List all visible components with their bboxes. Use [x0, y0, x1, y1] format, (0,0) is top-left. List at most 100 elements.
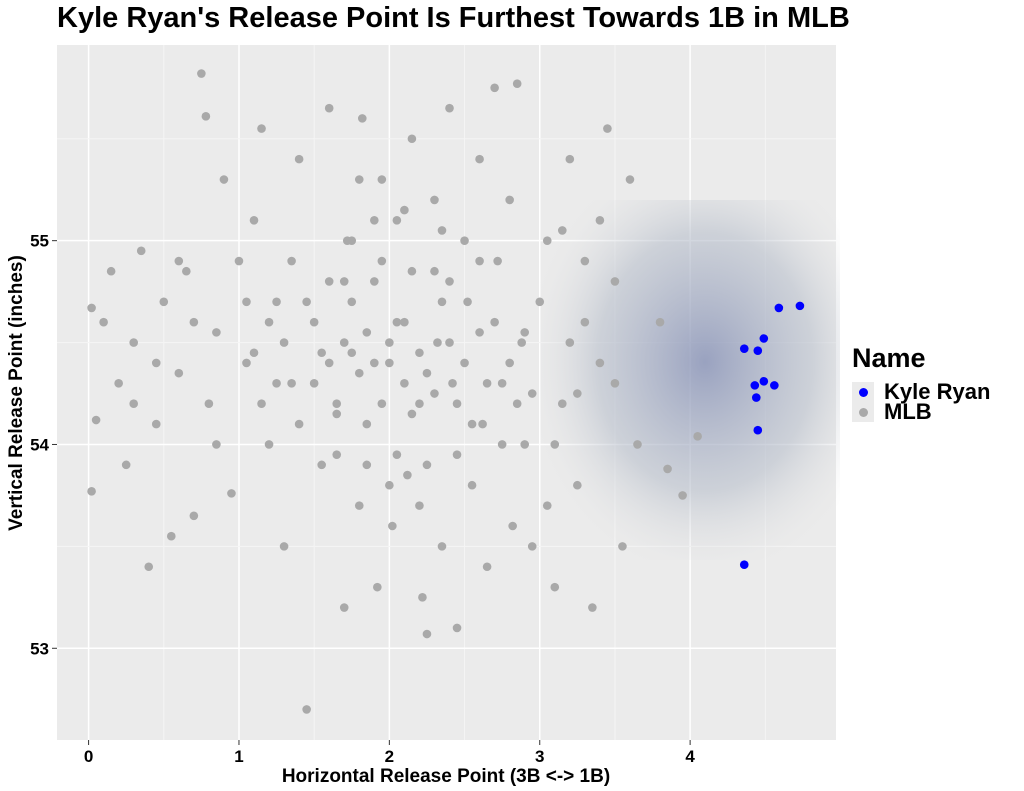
mlb-point [219, 175, 229, 184]
mlb-point [129, 399, 138, 409]
mlb-point [618, 542, 627, 551]
mlb-point [693, 432, 702, 441]
mlb-point [339, 277, 349, 286]
mlb-point [324, 277, 334, 286]
mlb-point [136, 246, 146, 256]
mlb-point [490, 317, 499, 327]
mlb-point [317, 348, 326, 358]
mlb-point [385, 338, 394, 347]
mlb-point [497, 440, 507, 449]
mlb-point [91, 415, 101, 425]
mlb-point [317, 460, 326, 470]
mlb-point [166, 531, 176, 541]
kyle-ryan-point [753, 425, 763, 435]
legend-title: Name [852, 343, 926, 373]
mlb-point [550, 582, 560, 592]
mlb-points [87, 69, 702, 714]
mlb-point [415, 399, 424, 409]
mlb-point [448, 379, 457, 388]
x-tick-label: 0 [84, 747, 93, 766]
legend-item-kyle-ryan: Kyle Ryan [852, 379, 991, 404]
mlb-point [362, 419, 372, 429]
mlb-point [482, 379, 492, 388]
mlb-point [475, 256, 484, 266]
mlb-point [182, 266, 191, 276]
mlb-point [460, 236, 469, 245]
mlb-point [422, 460, 432, 470]
mlb-point [385, 358, 394, 368]
legend-label: Kyle Ryan [884, 379, 991, 404]
legend-item-mlb: MLB [852, 399, 990, 424]
mlb-point [212, 440, 221, 449]
y-tick-label: 53 [30, 639, 49, 658]
mlb-point [242, 358, 251, 368]
mlb-point [430, 266, 439, 276]
mlb-point [460, 358, 469, 368]
x-axis-label: Horizontal Release Point (3B <-> 1B) [282, 766, 610, 787]
mlb-point [302, 705, 311, 714]
mlb-point [445, 338, 454, 347]
mlb-point [204, 399, 214, 409]
chart-title: Kyle Ryan's Release Point Is Furthest To… [57, 2, 850, 34]
mlb-point [377, 399, 387, 409]
mlb-point [212, 328, 221, 337]
mlb-point [663, 464, 672, 474]
mlb-point [354, 368, 364, 378]
mlb-point [475, 154, 484, 164]
mlb-point [362, 328, 372, 337]
mlb-point [294, 154, 304, 164]
mlb-point [264, 317, 274, 327]
mlb-point [557, 226, 567, 235]
kyle-ryan-point [739, 560, 749, 570]
mlb-point [388, 521, 397, 531]
kyle-ryan-point [759, 376, 769, 386]
kyle-ryan-points [739, 301, 805, 570]
kyle-ryan-dot-icon [858, 387, 868, 397]
mlb-point [422, 368, 432, 378]
mlb-point [99, 317, 108, 327]
mlb-point [430, 389, 439, 398]
mlb-point [87, 303, 96, 313]
mlb-point [505, 195, 514, 205]
mlb-point [580, 256, 590, 266]
mlb-point [257, 124, 266, 133]
mlb-point [189, 317, 199, 327]
mlb-point [249, 348, 259, 358]
mlb-point [347, 297, 357, 307]
mlb-point [264, 440, 274, 449]
kyle-ryan-point [795, 301, 805, 311]
mlb-point [151, 358, 161, 368]
mlb-point [309, 379, 319, 388]
mlb-point [430, 195, 439, 205]
mlb-point [347, 236, 357, 245]
mlb-point [377, 256, 387, 266]
mlb-point [580, 317, 590, 327]
mlb-point [400, 205, 409, 215]
mlb-point [403, 470, 412, 480]
mlb-point [332, 450, 342, 459]
mlb-point [467, 419, 477, 429]
mlb-point [463, 297, 472, 307]
mlb-point [610, 379, 620, 388]
mlb-point [357, 114, 367, 123]
mlb-point [452, 450, 462, 459]
mlb-point [392, 317, 402, 327]
mlb-point [565, 338, 575, 347]
kyle-ryan-point [759, 334, 769, 343]
mlb-point [610, 277, 620, 286]
mlb-point [633, 440, 642, 449]
legend-label: MLB [884, 399, 932, 424]
mlb-point [512, 79, 522, 89]
mlb-point [452, 399, 462, 409]
mlb-point [174, 368, 184, 378]
mlb-point [588, 603, 597, 612]
axis-ticks: 0 1 2 3 4 53 54 55 [30, 232, 695, 766]
mlb-point [557, 399, 567, 409]
mlb-point [595, 358, 605, 368]
mlb-point [520, 328, 530, 337]
mlb-point [407, 409, 417, 419]
y-tick-label: 54 [30, 435, 49, 454]
mlb-point [418, 593, 427, 602]
mlb-point [114, 379, 123, 388]
x-tick-label: 2 [385, 747, 394, 766]
